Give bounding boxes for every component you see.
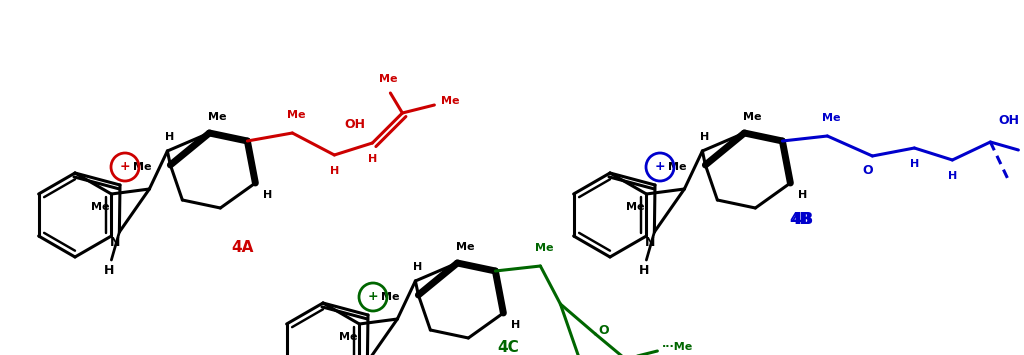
Text: Me: Me [536,243,554,253]
Text: Me: Me [287,110,305,120]
Text: H: H [798,190,807,200]
Text: H: H [263,190,272,200]
Text: Me: Me [456,242,474,252]
Text: H: H [948,171,957,181]
Text: +: + [654,160,666,174]
Text: H: H [639,263,649,277]
Text: Me: Me [381,292,399,302]
Text: H: H [909,159,919,169]
Text: +: + [120,160,130,174]
Text: OH: OH [998,114,1019,126]
Text: H: H [368,154,377,164]
Text: Me: Me [822,113,841,123]
Text: +: + [368,290,378,304]
Text: Me: Me [208,112,226,122]
Text: N: N [645,235,655,248]
Text: 4B: 4B [792,212,813,226]
Text: H: H [699,132,709,142]
Text: OH: OH [344,119,366,131]
Text: H: H [104,263,115,277]
Text: 4C: 4C [498,340,519,355]
Text: O: O [598,323,608,337]
Text: 4A: 4A [230,240,253,256]
Text: H: H [511,320,520,330]
Text: 4B: 4B [790,212,811,226]
Text: Me: Me [441,96,460,106]
Text: Me: Me [91,202,110,212]
Text: Me: Me [339,332,357,342]
Text: Me: Me [626,202,644,212]
Text: Me: Me [379,74,397,84]
Text: ···Me: ···Me [663,342,693,352]
Text: O: O [862,164,872,176]
Text: H: H [413,262,422,272]
Text: Me: Me [133,162,152,172]
Text: Me: Me [743,112,762,122]
Text: N: N [111,235,121,248]
Text: H: H [330,166,339,176]
Text: Me: Me [668,162,687,172]
Text: H: H [165,132,174,142]
